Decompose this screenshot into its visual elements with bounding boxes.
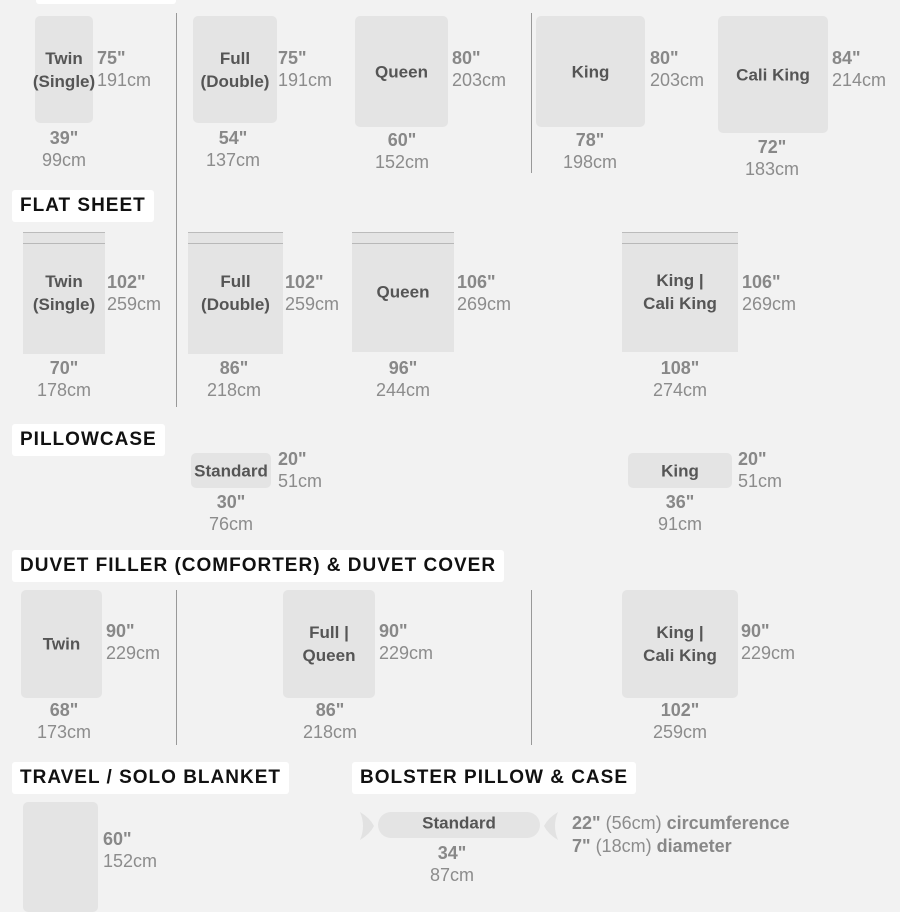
bolster-diameter: 7" (18cm) diameter: [572, 836, 732, 856]
bolster-end-right-icon: [544, 812, 558, 840]
length-label: 60" 152cm: [103, 829, 158, 871]
size-name: Standard: [422, 813, 496, 833]
flat-size-box: [188, 232, 283, 354]
fitted-sheet-header: [36, 0, 176, 4]
width-label: 102" 259cm: [652, 700, 708, 742]
flat-size-box: [23, 232, 105, 354]
size-name: Twin (Single): [32, 48, 96, 91]
size-name: King | Cali King: [643, 623, 717, 665]
size-name: Full | Queen: [302, 623, 356, 665]
width-label: 39" 99cm: [41, 128, 87, 170]
width-label: 34" 87cm: [429, 843, 475, 885]
flat-size-box: [352, 232, 454, 352]
length-label: 106" 269cm: [742, 272, 797, 314]
length-label: 80" 203cm: [452, 48, 507, 90]
duvet-size-box: [283, 590, 375, 698]
length-label: 20" 51cm: [278, 449, 323, 491]
size-name: Standard: [194, 461, 268, 480]
size-name: Cali King: [736, 65, 810, 84]
width-label: 68" 173cm: [36, 700, 92, 742]
size-name: King: [571, 62, 610, 81]
duvet-header: DUVET FILLER (COMFORTER) & DUVET COVER: [12, 550, 505, 582]
fitted-size-box: [536, 16, 645, 127]
size-name: Twin: [42, 634, 81, 654]
pillowcase-header: PILLOWCASE: [12, 424, 165, 456]
size-name: Full (Double): [201, 271, 270, 314]
bolster-end-left-icon: [360, 812, 374, 840]
bolster-header: BOLSTER PILLOW & CASE: [352, 762, 636, 794]
length-label: 75" 191cm: [97, 48, 152, 90]
width-label: 54" 137cm: [205, 128, 261, 170]
flat-size-box: [622, 232, 738, 352]
size-name: Full (Double): [200, 48, 270, 91]
length-label: 80" 203cm: [650, 48, 705, 90]
length-label: 102" 259cm: [285, 272, 340, 314]
travel-size-box: [23, 802, 98, 912]
flat-sheet-header: FLAT SHEET: [12, 190, 154, 222]
length-label: 90" 229cm: [379, 621, 434, 663]
width-label: 86" 218cm: [206, 358, 262, 400]
width-label: 60" 152cm: [374, 130, 430, 172]
length-label: 102" 259cm: [107, 272, 162, 314]
pillowcase-size-box: [628, 453, 732, 488]
width-label: 108" 274cm: [652, 358, 708, 400]
divider: [176, 13, 177, 407]
width-label: 86" 218cm: [302, 700, 358, 742]
width-label: 30" 76cm: [208, 492, 254, 534]
width-label: 36" 91cm: [657, 492, 703, 534]
fitted-size-box: [355, 16, 448, 127]
fitted-size-box: [193, 16, 277, 123]
width-label: 96" 244cm: [375, 358, 431, 400]
size-name: Queen: [376, 282, 430, 301]
size-name: King: [661, 461, 699, 480]
width-label: 70" 178cm: [36, 358, 92, 400]
length-label: 90" 229cm: [741, 621, 796, 663]
size-name: Twin (Single): [32, 271, 96, 314]
divider: [531, 590, 532, 745]
bolster-size-box: [378, 812, 540, 838]
length-label: 20" 51cm: [738, 449, 783, 491]
length-label: 90" 229cm: [106, 621, 161, 663]
length-label: 106" 269cm: [457, 272, 512, 314]
width-label: 78" 198cm: [562, 130, 618, 172]
divider: [531, 13, 532, 173]
duvet-size-box: [622, 590, 738, 698]
duvet-size-box: [21, 590, 102, 698]
fitted-size-box: [718, 16, 828, 133]
length-label: 75" 191cm: [278, 48, 333, 90]
fitted-size-box: [35, 16, 93, 123]
length-label: 84" 214cm: [832, 48, 887, 90]
divider: [176, 590, 177, 745]
size-name: Queen: [375, 62, 428, 81]
bolster-circumference: 22" (56cm) circumference: [572, 813, 790, 833]
width-label: 72" 183cm: [744, 137, 800, 179]
travel-blanket-header: TRAVEL / SOLO BLANKET: [12, 762, 289, 794]
size-name: King | Cali King: [643, 270, 717, 313]
pillowcase-size-box: [191, 453, 271, 488]
